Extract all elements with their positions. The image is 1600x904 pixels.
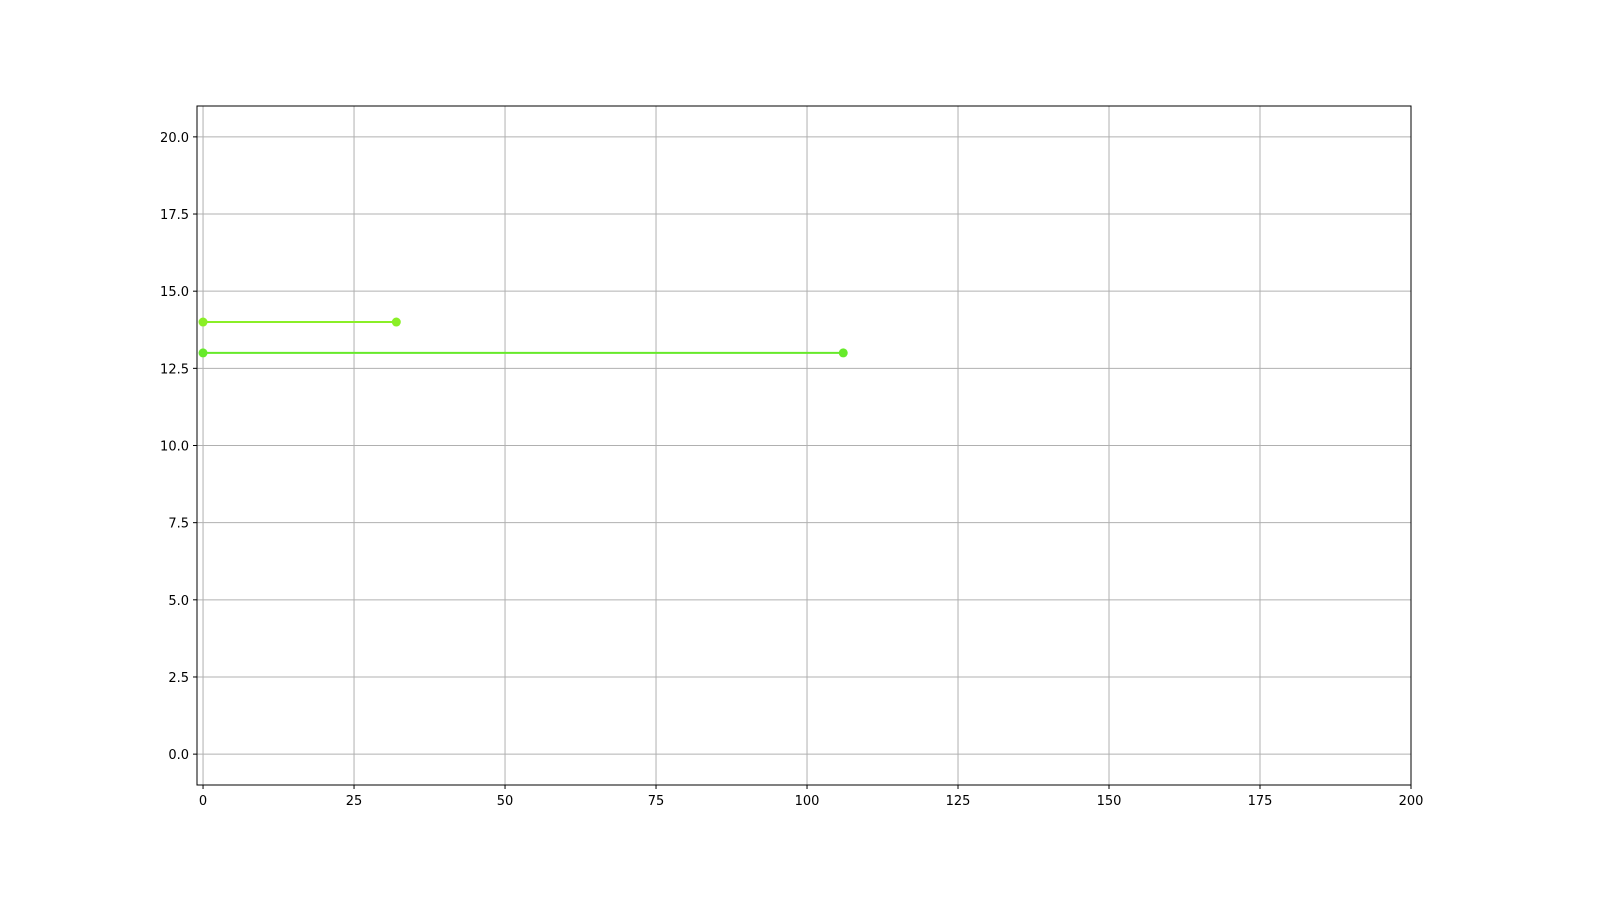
y-tick-label: 7.5 [168, 517, 189, 532]
y-tick-label: 20.0 [160, 131, 189, 146]
data-point [198, 317, 208, 327]
y-tick-label: 12.5 [160, 362, 189, 377]
x-tick-label: 125 [946, 794, 971, 809]
y-tick-label: 5.0 [168, 594, 189, 609]
x-tick-label: 0 [199, 794, 207, 809]
y-tick-label: 10.0 [160, 440, 189, 455]
x-tick-label: 25 [346, 794, 363, 809]
y-tick-label: 17.5 [160, 208, 189, 223]
x-tick-label: 50 [497, 794, 514, 809]
data-point [198, 348, 208, 358]
x-tick-label: 175 [1248, 794, 1273, 809]
data-point [391, 317, 401, 327]
data-point [838, 348, 848, 358]
x-tick-label: 100 [795, 794, 820, 809]
series-layer [198, 317, 848, 358]
x-tick-label: 200 [1399, 794, 1424, 809]
y-tick-label: 0.0 [168, 748, 189, 763]
x-axis: 0 25 50 75 100 125 150 175 200 [199, 785, 1424, 809]
y-tick-label: 15.0 [160, 285, 189, 300]
grid [197, 106, 1412, 785]
y-tick-label: 2.5 [168, 671, 189, 686]
y-axis: 0.0 2.5 5.0 7.5 10.0 12.5 15.0 17.5 20.0 [160, 131, 197, 763]
x-tick-label: 150 [1097, 794, 1122, 809]
x-tick-label: 75 [648, 794, 665, 809]
